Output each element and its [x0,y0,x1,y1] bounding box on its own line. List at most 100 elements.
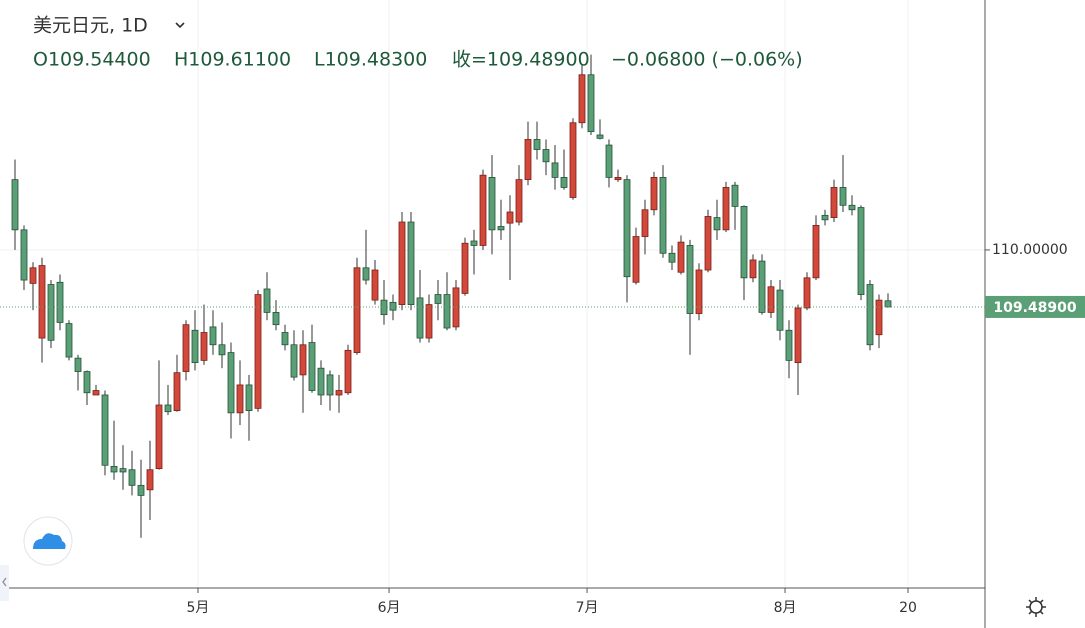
candle-body [434,294,442,304]
y-tick-label: 110.00000 [992,242,1068,258]
candle [209,310,217,355]
candle-body [200,332,208,361]
candle-body [848,204,856,211]
candle [353,257,361,355]
candle-body [587,74,595,133]
candle [317,360,325,406]
candle [794,304,802,395]
candle [245,374,253,441]
logo[interactable] [23,516,73,566]
candle-body [344,349,352,394]
candle [740,205,748,301]
candle-body [551,162,559,178]
candle [704,209,712,273]
candle [533,121,541,160]
candle [29,262,37,311]
candle-body [20,229,28,281]
candle-body [731,184,739,207]
candle [200,304,208,365]
candle-body [668,252,676,263]
candle-body [821,214,829,221]
candle-body [191,329,199,364]
candle-body [767,286,775,313]
candle [650,171,658,216]
candle-body [569,122,577,198]
ohlc-legend-item: H109.61100 [174,49,291,71]
candle [614,169,622,182]
candle [182,320,190,381]
candle-body [272,312,280,326]
x-tick-label: 6月 [378,600,401,616]
candle-body [326,374,334,396]
candle [812,215,820,281]
candle [551,145,559,190]
candle [20,225,28,291]
candle [47,280,55,349]
candle-body [65,323,73,358]
candle [515,165,523,226]
ohlc-legend-item: L109.48300 [314,49,427,71]
candle [425,294,433,343]
last-price-label: 109.48900 [993,300,1077,316]
candle [110,420,118,480]
candle-body [758,260,766,313]
candle-body [128,469,136,486]
candle-body [506,211,514,224]
candle [488,155,496,255]
candle-body [56,281,64,323]
candle-body [227,352,235,414]
candle [884,293,892,308]
candle [560,149,568,190]
candle-body [74,357,82,372]
last-price-box [985,295,1085,318]
candle-body [38,265,46,339]
candle [596,119,604,140]
candle [227,342,235,439]
candle [506,195,514,281]
candle [677,235,685,275]
candle-body [704,216,712,271]
ohlc-legend-item: −0.06800 (−0.06%) [611,49,803,71]
candle-body [425,304,433,339]
x-tick-label: 20 [899,600,917,616]
candle-body [416,297,424,339]
candle [101,390,109,476]
candle-body [308,342,316,391]
candle [443,272,451,331]
candle [218,322,226,369]
candle-body [794,307,802,364]
candle [434,280,442,321]
candle-body [470,240,478,246]
candle-body [875,299,883,336]
candle-body [182,324,190,372]
candle-body [11,179,19,231]
candle [479,169,487,250]
candle [569,118,577,200]
candle-body [884,300,892,308]
candle [119,445,127,490]
candle [542,139,550,176]
side-toggle[interactable] [0,565,9,601]
candle-body [623,179,631,278]
candle [11,159,19,250]
candle-body [407,221,415,305]
candle [38,257,46,363]
settings-icon[interactable] [1026,597,1046,617]
candle [65,320,73,361]
candle-body [497,226,505,231]
gear-teeth [1026,597,1046,617]
candle [758,254,766,315]
candle-body [362,267,370,281]
candle-body [614,177,622,181]
candle [632,227,640,285]
candle [56,274,64,331]
candle-body [596,134,604,139]
candle [695,263,703,321]
candle-body [398,221,406,305]
dropdown-icon[interactable] [175,22,185,29]
candle-body [335,390,343,396]
candle [191,310,199,371]
candle [605,139,613,188]
